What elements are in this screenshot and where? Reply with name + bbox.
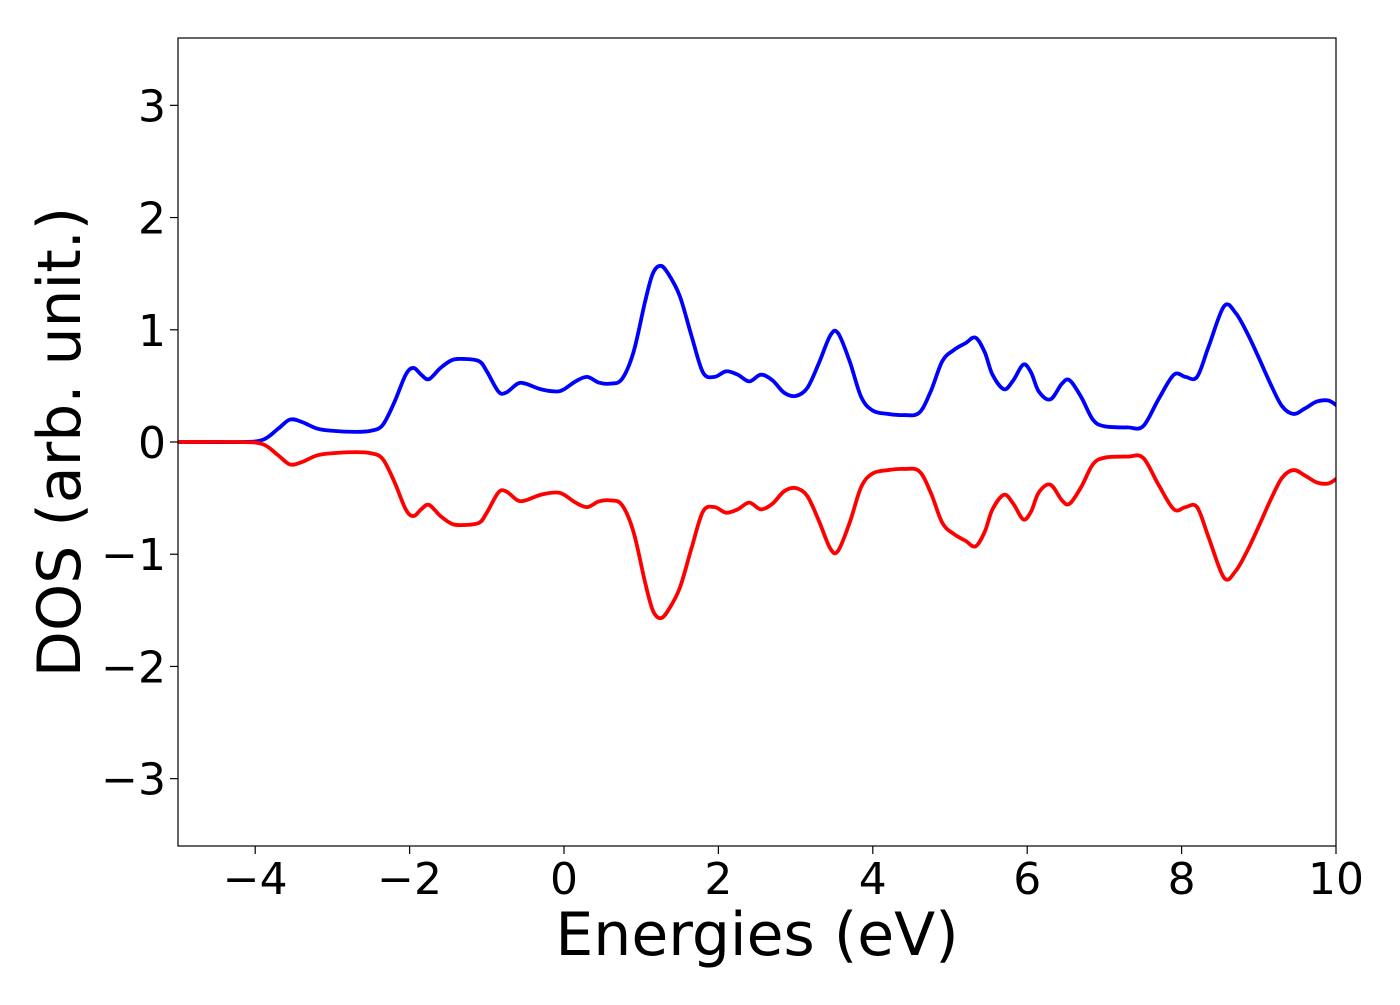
y-tick-label: 0 xyxy=(138,418,166,469)
x-tick-label: 6 xyxy=(1013,854,1041,905)
ticks-layer: −4 −2 0 2 4 6 8 10 −3 −2 −1 0 1 2 3 xyxy=(101,81,1364,905)
x-tick-label: −2 xyxy=(377,854,442,905)
y-tick-label: −1 xyxy=(101,530,166,581)
x-tick-label: 0 xyxy=(550,854,578,905)
y-axis-label: DOS (arb. unit.) xyxy=(25,207,95,677)
y-tick-label: 3 xyxy=(138,81,166,132)
y-tick-label: −3 xyxy=(101,755,166,806)
y-tick-label: 1 xyxy=(138,306,166,357)
y-tick-label: −2 xyxy=(101,642,166,693)
plot-frame xyxy=(177,37,1337,847)
x-axis-label: Energies (eV) xyxy=(555,900,958,970)
x-tick-label: 2 xyxy=(704,854,732,905)
x-tick-label: 8 xyxy=(1168,854,1196,905)
series-line-0 xyxy=(178,263,1336,445)
series-layer xyxy=(178,263,1336,621)
x-tick-label: 4 xyxy=(859,854,887,905)
x-tick-label: −4 xyxy=(223,854,288,905)
y-tick-label: 2 xyxy=(138,194,166,245)
series-line-1 xyxy=(178,439,1336,621)
x-tick-label: 10 xyxy=(1308,854,1364,905)
